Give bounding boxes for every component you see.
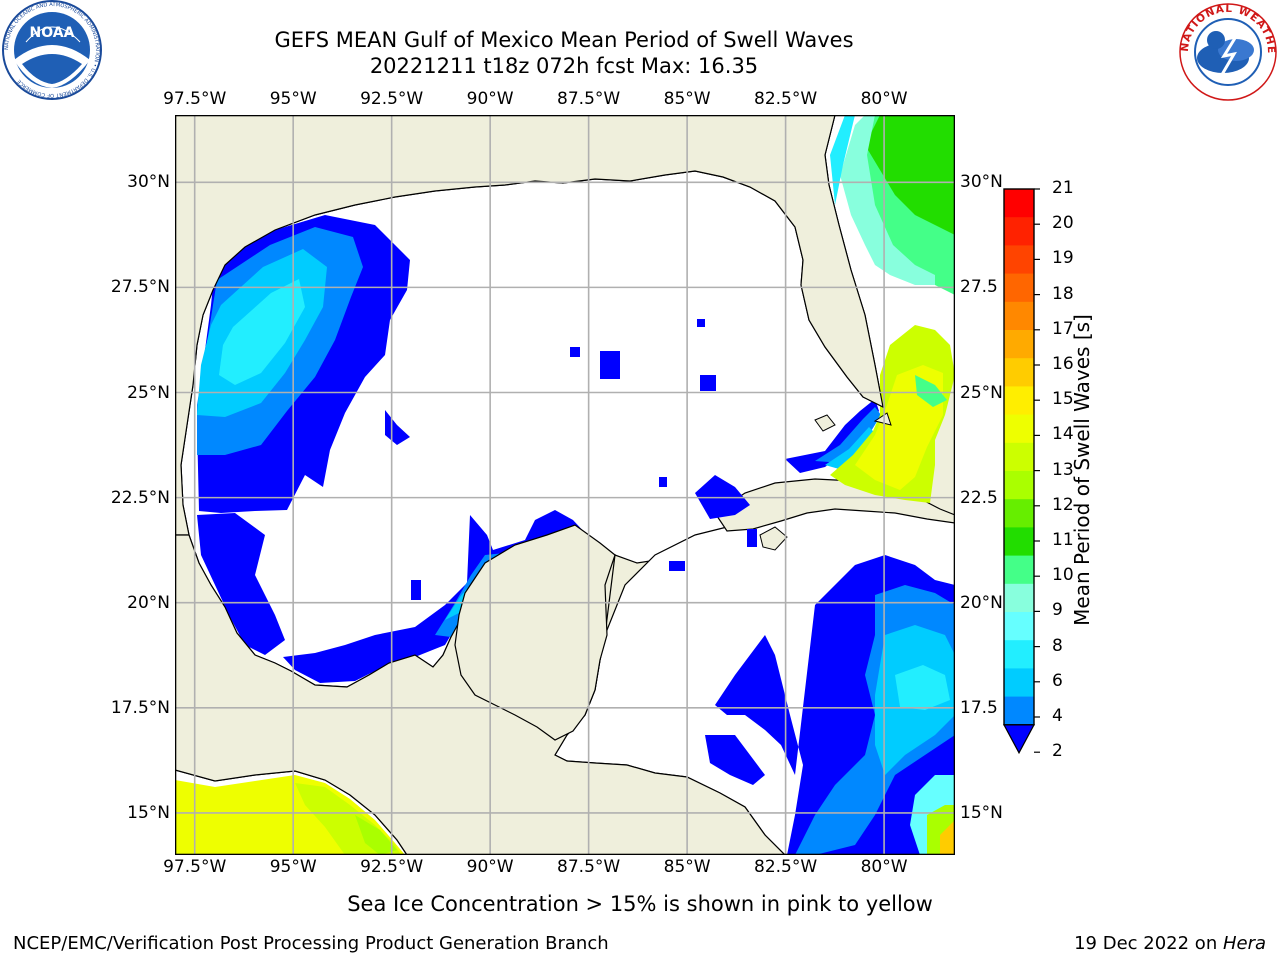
colorbar-tick-label: 13 — [1052, 459, 1074, 480]
colorbar-tick-label: 10 — [1052, 565, 1074, 586]
isla-de-la-juventud — [759, 526, 788, 551]
lat-label-left: 17.5°N — [110, 697, 170, 718]
colorbar-tick-label: 12 — [1052, 494, 1074, 515]
lat-label-right: 25°N — [960, 382, 1003, 403]
colorbar-swatch-14 — [1004, 583, 1034, 613]
lat-label-right: 20°N — [960, 592, 1003, 613]
yucatan-peninsula — [454, 524, 616, 741]
chart-title: GEFS MEAN Gulf of Mexico Mean Period of … — [274, 28, 854, 52]
colorbar-swatch-1 — [1004, 217, 1034, 246]
lon-label-bottom: 90°W — [466, 857, 514, 877]
colorbar-tick-label: 11 — [1052, 530, 1074, 550]
colorbar-tick-label: 15 — [1052, 389, 1074, 410]
map-frame — [174, 114, 956, 856]
colorbar-tick-label: 6 — [1052, 670, 1063, 691]
colorbar-swatch-5 — [1004, 330, 1034, 359]
lon-label-bottom: 97.5°W — [163, 857, 227, 877]
lat-label-right: 22.5 — [960, 487, 998, 508]
colorbar-tick-label: 17 — [1052, 318, 1074, 339]
lon-label-top: 95°W — [269, 89, 317, 109]
colorbar-tick-label: 8 — [1052, 635, 1063, 656]
colorbar-swatch-17 — [1004, 668, 1034, 698]
footer-branch: NCEP/EMC/Verification Post Processing Pr… — [13, 933, 609, 954]
lat-label-right: 27.5 — [960, 277, 998, 298]
colorbar-swatch-7 — [1004, 386, 1034, 416]
map-gridlines — [175, 115, 955, 855]
lon-label-top: 85°W — [663, 89, 711, 109]
footer-date: 19 Dec 2022 on Hera — [1074, 933, 1266, 955]
colorbar-swatch-8 — [1004, 414, 1034, 444]
colorbar-swatch-13 — [1004, 555, 1034, 585]
lat-label-left: 27.5°N — [110, 277, 170, 298]
colorbar-tick-label: 4 — [1052, 706, 1063, 726]
colorbar-tick-label: 16 — [1052, 354, 1074, 374]
lon-label-top: 97.5°W — [163, 89, 227, 109]
map-canvas — [174, 114, 956, 856]
colorbar-tick-label: 2 — [1052, 741, 1063, 762]
lon-label-bottom: 92.5°W — [360, 857, 424, 877]
lon-label-bottom: 82.5°W — [754, 857, 818, 877]
colorbar-tick-label: 9 — [1052, 600, 1063, 621]
nws-logo: NATIONAL WEATHER SERVICE — [1171, 0, 1280, 104]
lon-label-bottom: 87.5°W — [557, 857, 621, 877]
colorbar-label: Mean Period of Swell Waves [s] — [1070, 314, 1094, 626]
colorbar-swatch-15 — [1004, 612, 1034, 641]
chart-subtitle: 20221211 t18z 072h fcst Max: 16.35 — [369, 54, 759, 78]
colorbar-swatch-10 — [1004, 471, 1034, 500]
lon-label-bottom: 80°W — [860, 857, 908, 877]
colorbar-frame — [1003, 188, 1035, 726]
florida-keys — [814, 414, 836, 432]
colorbar-tick-label: 18 — [1052, 283, 1074, 304]
lat-label-right: 17.5 — [960, 697, 998, 718]
lon-label-top: 82.5°W — [754, 89, 818, 109]
colorbar-tick-label: 20 — [1052, 213, 1074, 234]
colorbar-tick-label: 14 — [1052, 424, 1074, 445]
colorbar-swatch-12 — [1004, 527, 1034, 557]
colorbar-swatch-18 — [1004, 696, 1034, 726]
colorbar-swatch-16 — [1004, 640, 1034, 669]
lon-label-top: 92.5°W — [360, 89, 424, 109]
colorbar-swatch-3 — [1004, 273, 1034, 303]
land-overlay-us — [174, 114, 884, 536]
lon-label-bottom: 95°W — [269, 857, 317, 877]
lat-label-left: 25°N — [127, 382, 170, 403]
footer-date-text: 19 Dec 2022 on — [1074, 933, 1223, 954]
svg-text:NOAA: NOAA — [30, 25, 75, 41]
colorbar-swatches — [1002, 188, 1040, 755]
lat-label-right: 15°N — [960, 802, 1003, 823]
colorbar-swatch-2 — [1004, 245, 1034, 275]
colorbar-swatch-4 — [1004, 301, 1034, 331]
colorbar-swatch-9 — [1004, 442, 1034, 472]
colorbar-tick-label: 19 — [1052, 248, 1074, 269]
lat-label-right: 30°N — [960, 172, 1003, 193]
colorbar-tick-label: 21 — [1052, 178, 1074, 198]
colorbar-swatch-0 — [1004, 189, 1034, 218]
lat-label-left: 20°N — [127, 592, 170, 613]
map-panel — [174, 114, 956, 859]
lon-label-top: 90°W — [466, 89, 514, 109]
bahamas-island — [873, 412, 892, 426]
lat-label-left: 30°N — [127, 172, 170, 193]
lon-label-top: 80°W — [860, 89, 908, 109]
colorbar-swatch-6 — [1004, 358, 1034, 387]
lat-label-left: 15°N — [127, 802, 170, 823]
lon-label-top: 87.5°W — [557, 89, 621, 109]
colorbar-extend-triangle — [1002, 724, 1036, 755]
ice-note: Sea Ice Concentration > 15% is shown in … — [347, 892, 933, 916]
colorbar-swatch-11 — [1004, 499, 1034, 528]
lon-label-bottom: 85°W — [663, 857, 711, 877]
swell-period-fill — [175, 115, 955, 855]
lat-label-left: 22.5°N — [110, 487, 170, 508]
noaa-logo: NOAA NATIONAL OCEANIC AND ATMOSPHERIC AD… — [0, 0, 106, 104]
colorbar — [1000, 186, 1060, 790]
footer-machine: Hera — [1222, 933, 1266, 954]
